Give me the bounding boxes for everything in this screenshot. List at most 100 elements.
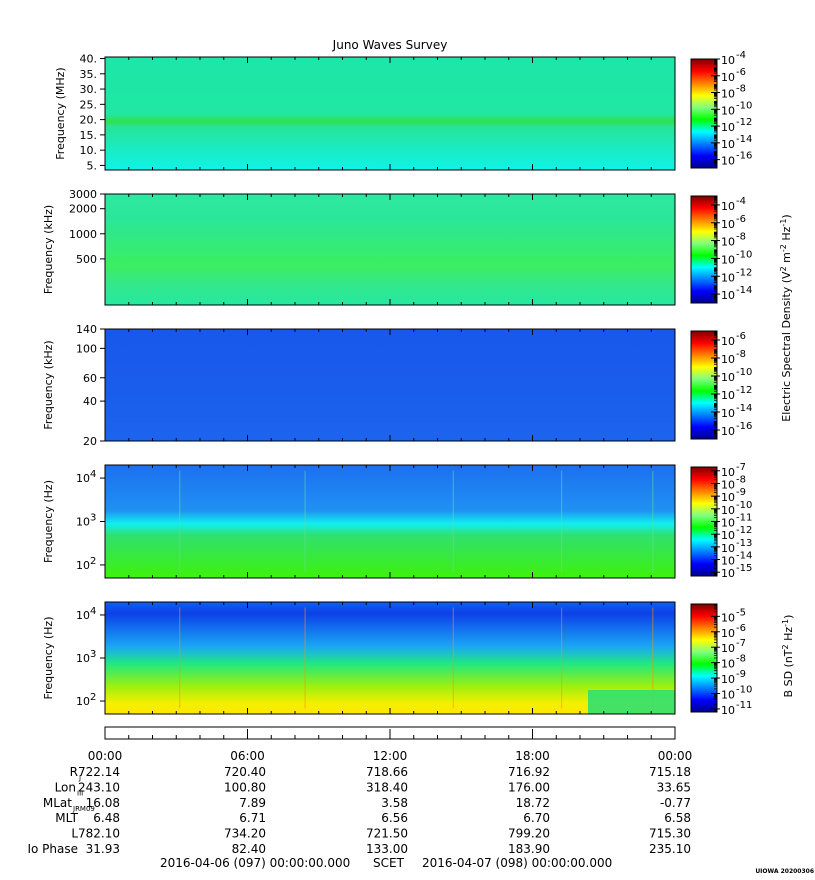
y-axis-label-4: Frequency (Hz): [42, 480, 55, 563]
colorbar-exp-5-1: -6: [736, 623, 746, 634]
colorbar-label-3-0: 10: [721, 335, 735, 348]
colorbar-label-1-2: 10: [721, 88, 735, 101]
colorbar-label-4-0: 10: [721, 466, 735, 479]
colorbar-label-4-5: 10: [721, 529, 735, 542]
time-range-end: 2016-04-07 (098) 00:00:00.000: [422, 856, 612, 870]
ephem-value-4-2: 721.50: [366, 827, 408, 841]
colorbar-label-4-4: 10: [721, 517, 735, 530]
streak-5-3: [561, 607, 563, 709]
spectrogram-panel-2: [105, 194, 675, 305]
ephem-label-0: R: [70, 765, 78, 779]
x-tick-label-4: 00:00: [658, 749, 693, 763]
colorbar-label-2-5: 10: [721, 289, 735, 302]
colorbar-exp-5-5: -10: [736, 684, 752, 695]
time-axis-bar: 00:00 06:00 12:00 18:00 00:00: [88, 726, 693, 763]
ephem-value-1-2: 318.40: [366, 780, 408, 794]
y-tick-label-5-2: 10: [76, 695, 90, 708]
spectrogram-panel-5: [105, 602, 675, 714]
streak-4-1: [304, 470, 306, 573]
colorbar-label-5-0: 10: [721, 611, 735, 624]
ephem-label-2: MLat: [43, 796, 72, 810]
y-tick-label-3-2: 60: [83, 372, 97, 385]
y-tick-exp-5-0: 4: [90, 606, 96, 617]
y-tick-label-1-1: 35.: [80, 68, 98, 81]
y-tick-exp-4-0: 4: [90, 469, 96, 480]
ephem-label-sub-1: III: [77, 789, 83, 797]
colorbar-exp-1-6: -16: [736, 151, 752, 162]
colorbar-label-2-3: 10: [721, 253, 735, 266]
ephem-label-5: Io Phase: [27, 842, 78, 856]
y-tick-label-1-2: 30.: [80, 83, 98, 96]
colorbar-title-5: B SD (nT2 Hz-1): [781, 615, 795, 698]
streak-5-2: [452, 607, 454, 709]
colorbar-exp-3-1: -8: [736, 349, 746, 360]
colorbar-exp-2-2: -8: [736, 232, 746, 243]
colorbar-title-part: -1: [781, 619, 790, 627]
ephem-value-3-3: 6.70: [523, 811, 550, 825]
time-range-frame: SCET: [373, 856, 405, 870]
ephem-value-4-4: 715.30: [649, 827, 691, 841]
colorbar-title-part: ): [780, 214, 793, 218]
streak-5-4: [652, 607, 654, 709]
y-tick-label-2-3: 500: [76, 253, 97, 266]
colorbar-label-3-4: 10: [721, 407, 735, 420]
y-tick-label-2-2: 1000: [69, 228, 97, 241]
ephem-value-1-4: 33.65: [657, 780, 691, 794]
x-tick-label-2: 12:00: [373, 749, 408, 763]
colorbar-exp-4-2: -9: [736, 487, 746, 498]
colorbar-label-4-2: 10: [721, 491, 735, 504]
colorbar-5: [690, 603, 718, 713]
colorbar-label-4-8: 10: [721, 567, 735, 580]
colorbar-label-4-3: 10: [721, 504, 735, 517]
y-tick-label-3-1: 100: [76, 342, 97, 355]
colorbar-label-1-0: 10: [721, 54, 735, 67]
ephem-value-0-1: 720.40: [224, 765, 266, 779]
ephem-value-1-0: 243.10: [78, 780, 120, 794]
ephem-value-5-4: 235.10: [649, 842, 691, 856]
colorbar-exp-1-2: -8: [736, 84, 746, 95]
ephem-value-2-3: 18.72: [516, 796, 550, 810]
colorbar-label-2-4: 10: [721, 271, 735, 284]
colorbar-title-part: Hz: [782, 627, 795, 645]
colorbar-title-part: Hz: [780, 226, 793, 244]
chart-title: Juno Waves Survey: [332, 38, 448, 52]
colorbar-label-2-1: 10: [721, 218, 735, 231]
colorbar-label-3-2: 10: [721, 371, 735, 384]
colorbar-exp-3-2: -10: [736, 367, 752, 378]
colorbar-title-part: m: [780, 252, 793, 266]
ephem-value-5-0: 31.93: [86, 842, 120, 856]
panel-5-quiet-region: [588, 690, 675, 714]
ephem-value-2-0: 16.08: [86, 796, 120, 810]
colorbar-label-4-1: 10: [721, 478, 735, 491]
colorbar-1: [690, 58, 718, 169]
y-axis-label-3: Frequency (kHz): [42, 340, 55, 429]
panel-1: 40. 35. 30. 25. 20. 15. 10. 5. Frequency (MHz) 10…: [54, 50, 752, 172]
y-tick-label-3-4: 20: [83, 435, 97, 448]
colorbar-exp-3-3: -12: [736, 385, 752, 396]
colorbar-exp-5-0: -5: [736, 607, 746, 618]
x-tick-label-3: 18:00: [515, 749, 550, 763]
colorbar-label-5-2: 10: [721, 642, 735, 655]
y-tick-label-2-1: 2000: [69, 203, 97, 216]
x-tick-label-1: 06:00: [230, 749, 265, 763]
ephem-value-3-2: 6.56: [381, 811, 408, 825]
colorbar-label-5-3: 10: [721, 658, 735, 671]
ephem-value-2-4: -0.77: [660, 796, 691, 810]
colorbar-exp-2-3: -10: [736, 249, 752, 260]
y-tick-exp-5-2: 2: [90, 692, 96, 703]
ephem-value-3-0: 6.48: [93, 811, 120, 825]
colorbar-exp-4-1: -8: [736, 474, 746, 485]
ephem-label-sub-2: JRM09: [72, 805, 95, 813]
ephem-value-0-0: 722.14: [78, 765, 120, 779]
streak-4-3: [561, 470, 563, 573]
ephem-label-sub-0: J: [78, 774, 81, 782]
ephem-value-2-1: 7.89: [239, 796, 266, 810]
ephem-value-2-2: 3.58: [381, 796, 408, 810]
colorbar-exp-1-0: -4: [736, 50, 746, 61]
colorbar-title-part: B SD (nT: [782, 649, 795, 697]
